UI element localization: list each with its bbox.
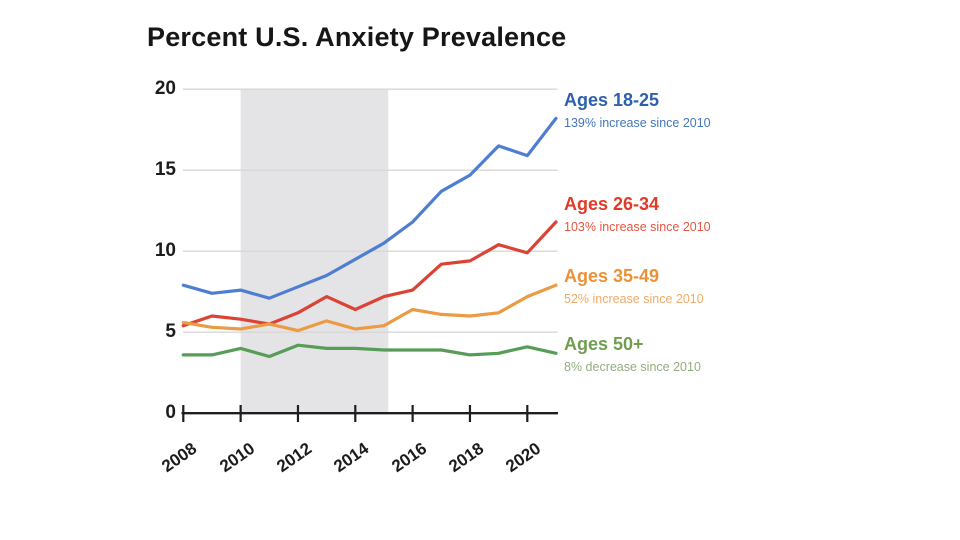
series-line-ages-26-34 — [181, 220, 558, 328]
y-tick-label: 15 — [154, 159, 176, 181]
y-tick-label: 5 — [165, 321, 176, 343]
legend-entry-ages-18-25: Ages 18-25 139% increase since 2010 — [564, 90, 711, 130]
legend-label: Ages 35-49 — [564, 266, 660, 286]
series-line-ages-35-49 — [181, 283, 558, 333]
legend-label: Ages 18-25 — [564, 90, 660, 110]
legend-sublabel: 103% increase since 2010 — [564, 220, 711, 234]
legend-entry-ages-35-49: Ages 35-49 52% increase since 2010 — [564, 266, 704, 306]
legend-entry-ages-26-34: Ages 26-34 103% increase since 2010 — [564, 194, 711, 234]
chart-title: Percent U.S. Anxiety Prevalence — [147, 22, 567, 52]
legend-label: Ages 50+ — [564, 334, 644, 354]
y-tick-label: 20 — [154, 78, 176, 100]
series-line-ages-50-plus — [181, 343, 558, 359]
legend-sublabel: 139% increase since 2010 — [564, 116, 711, 130]
legend-label: Ages 26-34 — [564, 194, 660, 214]
legend-entry-ages-50-plus: Ages 50+ 8% decrease since 2010 — [564, 334, 701, 374]
series-line-ages-18-25 — [181, 116, 558, 300]
legend-sublabel: 52% increase since 2010 — [564, 292, 704, 306]
legend-sublabel: 8% decrease since 2010 — [564, 360, 701, 374]
y-tick-label: 0 — [165, 402, 176, 424]
y-tick-label: 10 — [154, 240, 176, 262]
